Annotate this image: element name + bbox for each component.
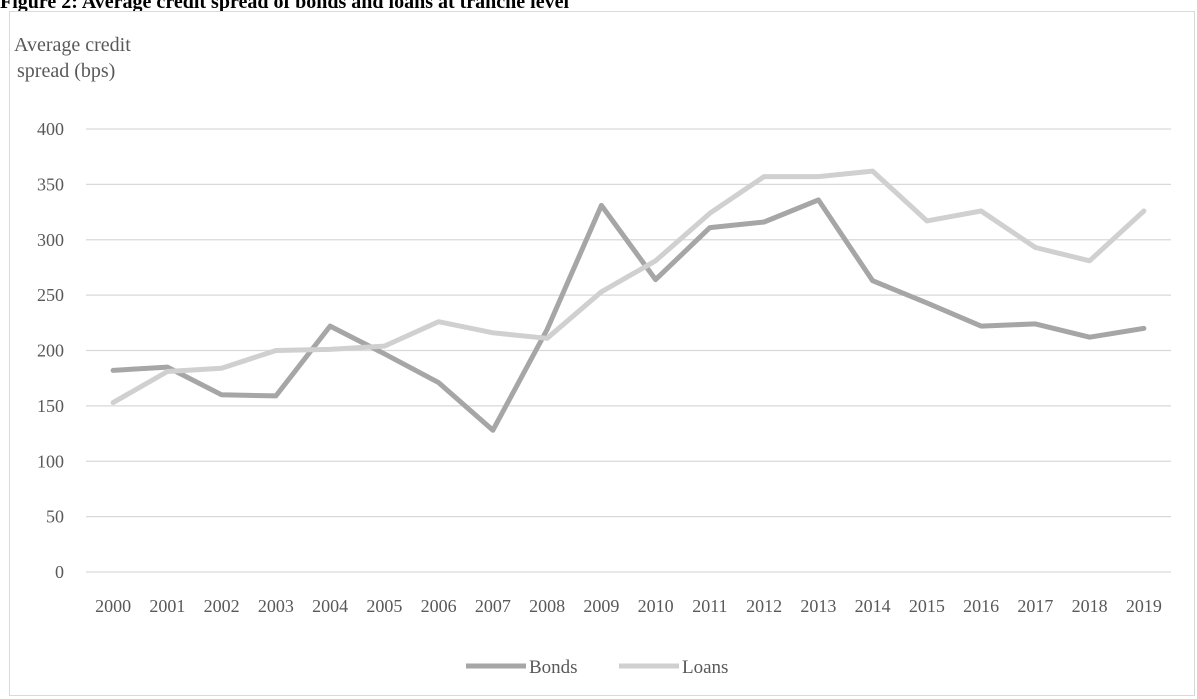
x-tick-label: 2012 — [746, 596, 782, 616]
y-tick-label: 0 — [55, 562, 64, 582]
y-tick-label: 150 — [37, 396, 64, 416]
chart-frame — [9, 11, 1195, 696]
gridlines — [86, 128, 1171, 573]
x-tick-label: 2002 — [204, 596, 240, 616]
y-axis-label-line: Average credit — [14, 34, 131, 56]
x-tick-label: 2018 — [1072, 596, 1108, 616]
x-axis-ticks: 2000 2001 2002 2003 2004 2005 2006 2007 2008 2009… — [95, 596, 1162, 616]
y-tick-label: 50 — [46, 507, 64, 527]
x-tick-label: 2013 — [800, 596, 836, 616]
x-tick-label: 2000 — [95, 596, 131, 616]
x-tick-label: 2014 — [855, 596, 891, 616]
x-tick-label: 2019 — [1126, 596, 1162, 616]
y-tick-label: 400 — [37, 119, 64, 139]
series-lines — [110, 168, 1147, 433]
x-tick-label: 2001 — [149, 596, 185, 616]
legend: Bonds Loans — [466, 657, 728, 678]
y-axis-label-line: spread (bps) — [17, 60, 115, 82]
y-tick-label: 200 — [37, 341, 64, 361]
y-tick-label: 300 — [37, 230, 64, 250]
legend-label-loans: Loans — [682, 657, 728, 678]
y-axis-ticks: 0 50 100 150 200 250 300 350 400 — [37, 119, 64, 582]
legend-label-bonds: Bonds — [529, 657, 578, 678]
x-tick-label: 2017 — [1017, 596, 1053, 616]
x-tick-label: 2008 — [529, 596, 565, 616]
x-tick-label: 2009 — [583, 596, 619, 616]
x-tick-label: 2011 — [692, 596, 727, 616]
x-tick-label: 2010 — [638, 596, 674, 616]
x-tick-label: 2015 — [909, 596, 945, 616]
series-line-loans — [110, 168, 1147, 406]
y-tick-label: 100 — [37, 451, 64, 471]
x-tick-label: 2006 — [421, 596, 457, 616]
y-axis-label: Average credit spread (bps) — [14, 34, 131, 82]
series-line-bonds — [110, 197, 1147, 433]
x-tick-label: 2005 — [366, 596, 402, 616]
x-tick-label: 2007 — [475, 596, 511, 616]
x-tick-label: 2016 — [963, 596, 999, 616]
y-tick-label: 250 — [37, 285, 64, 305]
y-tick-label: 350 — [37, 174, 64, 194]
x-tick-label: 2003 — [258, 596, 294, 616]
x-tick-label: 2004 — [312, 596, 348, 616]
figure-title: Figure 2: Average credit spread of bonds… — [0, 0, 570, 13]
